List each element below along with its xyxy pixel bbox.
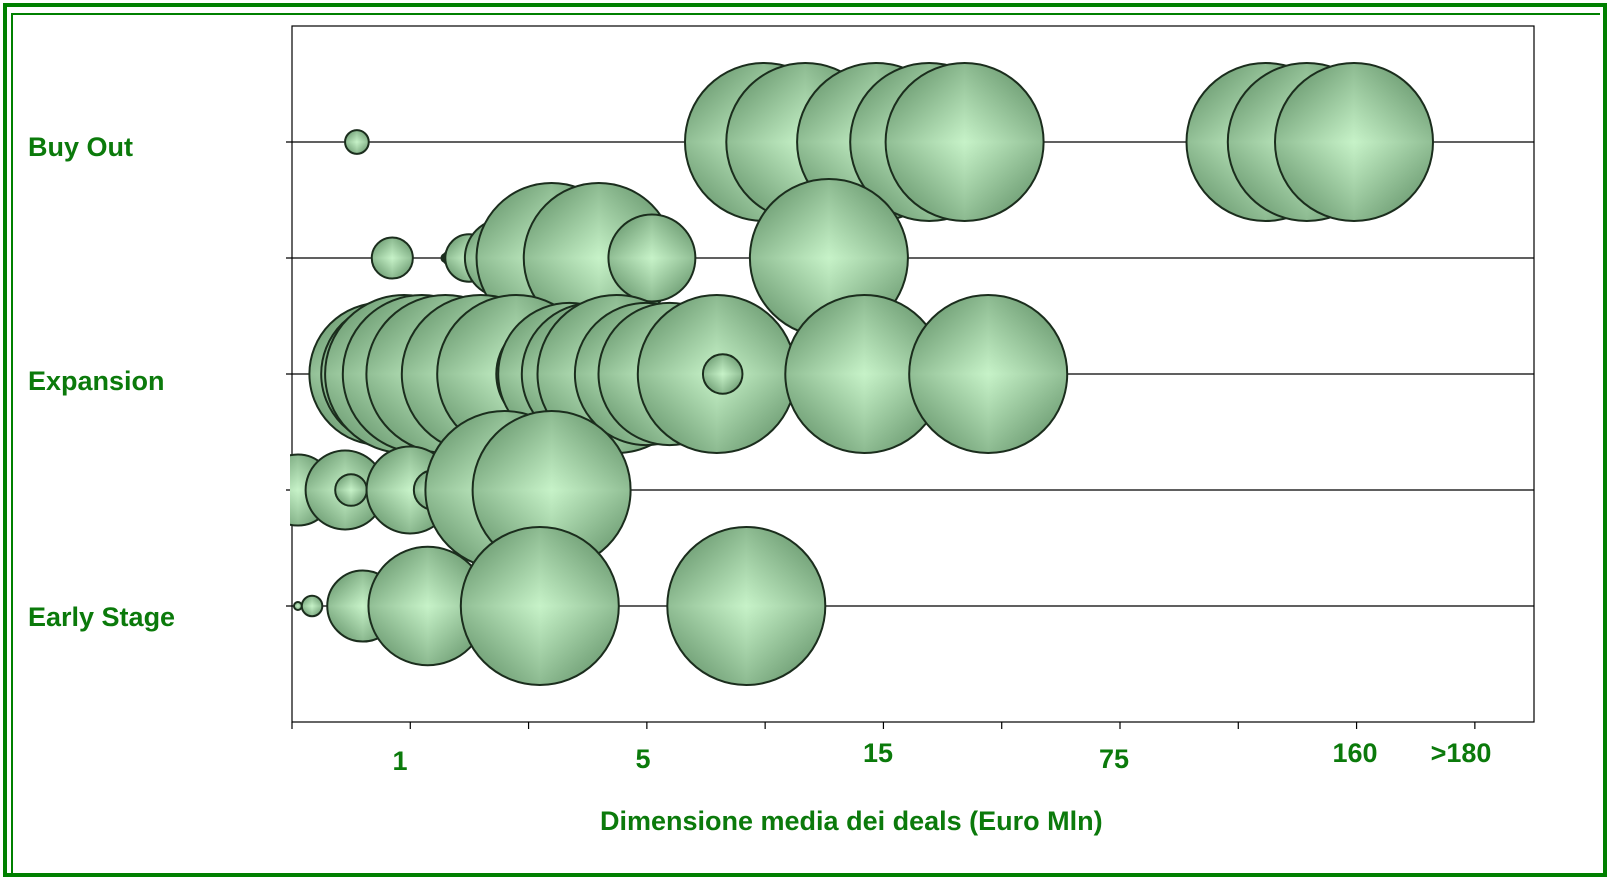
bubble <box>471 410 632 570</box>
bubble-shade-y <box>368 546 487 666</box>
bubble-outline <box>344 129 370 155</box>
bubble-shade-y <box>909 295 1068 453</box>
bubble-outline <box>701 353 744 395</box>
bubble <box>666 526 827 686</box>
bubble-shade-y <box>335 474 367 506</box>
bubble-shade-y <box>472 411 631 569</box>
bubble-outline <box>459 526 620 686</box>
bubble <box>908 294 1069 454</box>
bubble <box>292 601 303 611</box>
bubble <box>370 236 414 280</box>
bubble <box>344 129 370 155</box>
bubble <box>459 526 620 686</box>
x-tick-label-5: 5 <box>635 744 651 774</box>
bubble <box>300 594 324 618</box>
bubble <box>367 545 488 667</box>
bubble-shade-y <box>345 130 369 154</box>
bubble-shade-y <box>608 214 696 302</box>
x-tick-marks <box>291 722 1476 729</box>
bubble-shade-y <box>885 63 1044 221</box>
bubble-shade-y <box>785 295 944 453</box>
bubble-shade-y <box>293 602 302 610</box>
bubble-outline <box>666 526 827 686</box>
x-tick-label-160: 160 <box>1332 738 1378 768</box>
x-axis-title: Dimensione media dei deals (Euro Mln) <box>600 806 1103 836</box>
x-tick-label-over-180: >180 <box>1430 738 1492 768</box>
bubble <box>334 473 368 507</box>
bubble <box>884 62 1045 222</box>
x-tick-label-1: 1 <box>392 746 408 776</box>
inner-frame <box>11 13 1600 877</box>
bubble <box>701 353 744 395</box>
bubble-shade-y <box>301 595 323 617</box>
x-tick-label-75: 75 <box>1098 744 1130 774</box>
bubble-outline <box>370 236 414 280</box>
y-label-buy-out: Buy Out <box>28 132 133 162</box>
bubble-shade-y <box>667 527 826 685</box>
bubble-shade-y <box>702 354 743 394</box>
bubble-outline <box>1274 62 1434 222</box>
x-tick-label-15: 15 <box>862 738 894 768</box>
bubble-outline <box>884 62 1045 222</box>
outer-frame <box>3 3 1607 877</box>
y-label-expansion: Expansion <box>28 366 165 396</box>
bubble-outline <box>908 294 1069 454</box>
bubble-outline <box>607 213 697 303</box>
bubbles <box>290 62 1434 686</box>
bubble <box>1274 62 1434 222</box>
bubble-shade-y <box>1275 63 1433 221</box>
bubble-outline <box>300 594 324 618</box>
bubble <box>607 213 697 303</box>
bubble-shade-y <box>371 237 413 279</box>
bubble-shade-y <box>460 527 619 685</box>
y-label-early-stage: Early Stage <box>28 602 176 632</box>
bubble <box>784 294 945 454</box>
